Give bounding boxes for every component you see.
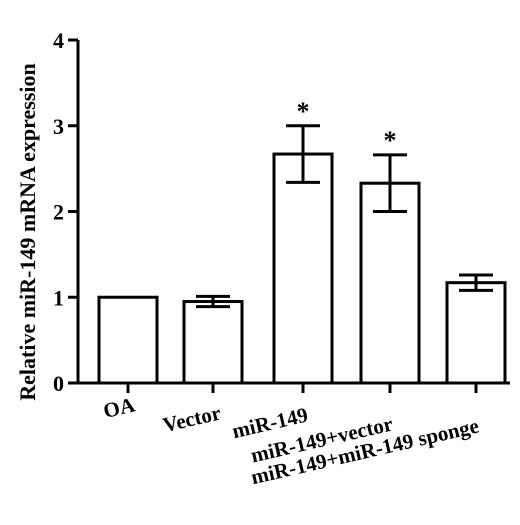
- bars: **: [97, 97, 507, 385]
- bar: [359, 181, 421, 385]
- bar: [445, 281, 507, 385]
- y-tick-label: 0: [53, 371, 64, 396]
- bar: [97, 295, 159, 385]
- y-axis-label: Relative miR-149 mRNA expression: [15, 63, 40, 401]
- y-tick-label: 3: [53, 114, 64, 139]
- x-tick-label: Vector: [161, 400, 224, 437]
- y-tick-label: 1: [53, 285, 64, 310]
- significance-marker: *: [384, 126, 397, 155]
- category-labels: OA Vector miR-149miR-149+vectormiR-149+miR…: [101, 392, 481, 489]
- bar: [272, 152, 334, 385]
- bar: [182, 300, 244, 385]
- y-tick-label: 4: [53, 28, 64, 53]
- significance-marker: *: [297, 97, 310, 126]
- y-tick-label: 2: [53, 200, 64, 225]
- x-tick-label: OA: [101, 392, 138, 423]
